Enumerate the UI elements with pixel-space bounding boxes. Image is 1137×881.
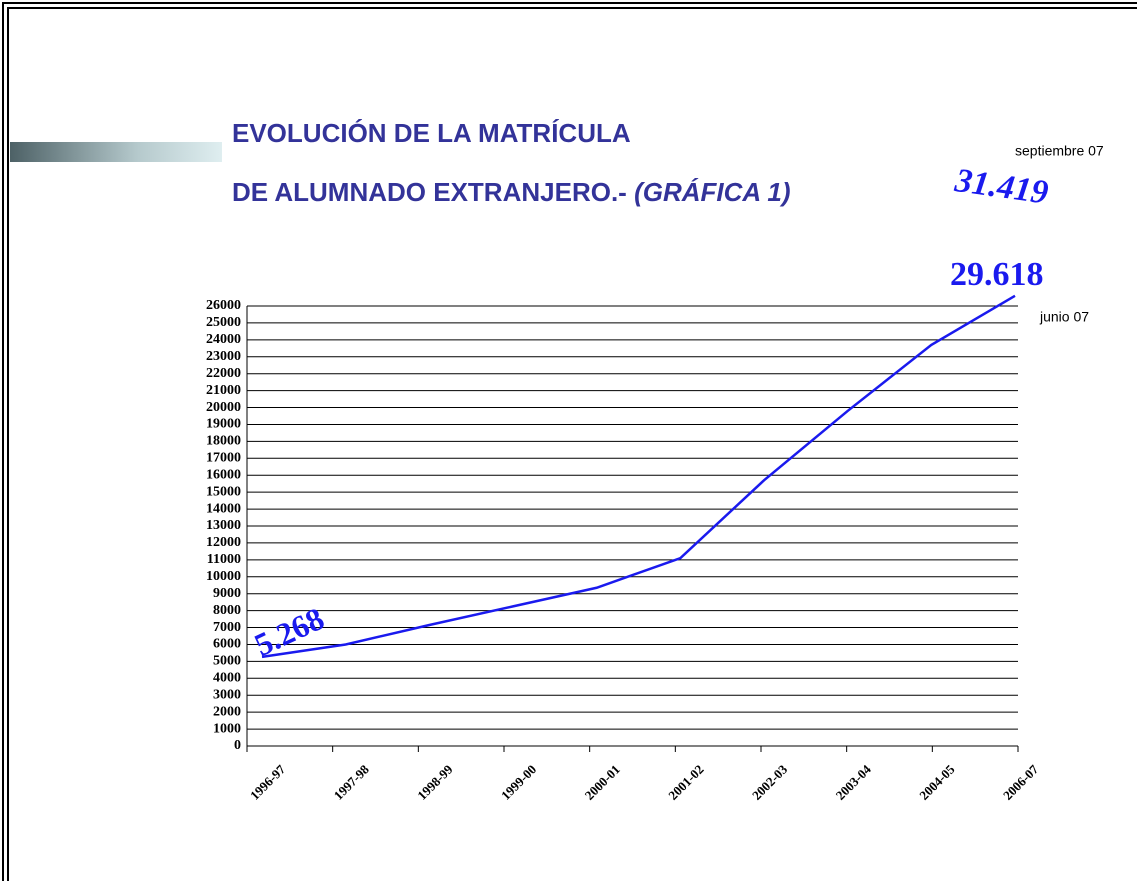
y-tick-label: 11000 (207, 552, 241, 567)
y-tick-label: 3000 (213, 687, 241, 702)
y-tick-label: 13000 (206, 518, 241, 533)
annotation: septiembre 07 (1015, 143, 1104, 159)
y-tick-label: 16000 (206, 467, 241, 482)
y-tick-label: 12000 (206, 535, 241, 550)
border-inner (7, 7, 1137, 881)
y-tick-label: 25000 (206, 315, 241, 330)
y-tick-label: 22000 (206, 366, 241, 381)
annotation: 29.618 (950, 256, 1044, 293)
y-tick-label: 21000 (206, 383, 241, 398)
y-tick-label: 1000 (213, 721, 241, 736)
x-tick-label: 1996-97 (247, 761, 289, 803)
y-tick-label: 10000 (206, 569, 241, 584)
x-tick-label: 1997-98 (331, 761, 373, 803)
y-tick-label: 0 (234, 738, 241, 753)
y-tick-label: 5000 (213, 654, 241, 669)
annotation: junio 07 (1039, 309, 1089, 325)
y-tick-label: 15000 (206, 484, 241, 499)
title-line: DE ALUMNADO EXTRANJERO.- (GRÁFICA 1) (232, 177, 791, 207)
y-tick-label: 23000 (206, 349, 241, 364)
y-tick-label: 4000 (213, 671, 241, 686)
subtitle: (GRÁFICA 1) (634, 177, 790, 207)
y-tick-label: 18000 (206, 434, 241, 449)
x-tick-label: 2002-03 (749, 761, 791, 803)
y-tick-label: 19000 (206, 417, 241, 432)
y-tick-label: 2000 (213, 704, 241, 719)
title-line: DE ALUMNADO EXTRANJERO.- (232, 177, 627, 207)
data-line (261, 294, 1016, 659)
x-tick-label: 2001-02 (665, 762, 706, 803)
x-tick-label: 1998-99 (414, 761, 456, 803)
x-tick-label: 1999-00 (498, 762, 539, 803)
y-tick-label: 9000 (213, 586, 241, 601)
y-tick-label: 17000 (206, 451, 241, 466)
y-tick-label: 14000 (206, 501, 241, 516)
annotation: 31.419 (952, 162, 1051, 212)
y-tick-label: 20000 (206, 400, 241, 415)
x-tick-label: 2004-05 (916, 761, 958, 803)
x-tick-label: 2006-07 (1000, 761, 1042, 803)
title-bar (10, 142, 222, 162)
y-tick-label: 24000 (206, 332, 241, 347)
title-line: EVOLUCIÓN DE LA MATRÍCULA (232, 118, 631, 148)
y-tick-label: 26000 (206, 298, 241, 313)
y-tick-label: 6000 (213, 637, 241, 652)
x-tick-label: 2000-01 (582, 762, 623, 803)
y-tick-label: 8000 (213, 603, 241, 618)
y-tick-label: 7000 (213, 620, 241, 635)
x-tick-label: 2003-04 (833, 761, 875, 803)
